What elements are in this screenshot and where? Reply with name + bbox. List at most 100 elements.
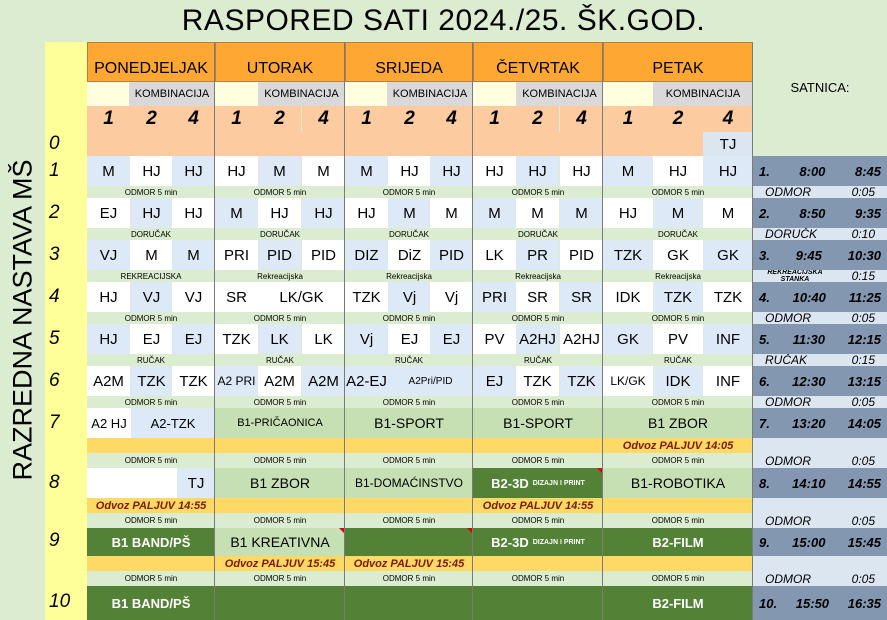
break-label: ODMOR 5 min [603, 453, 753, 468]
subject-cell: SR [215, 282, 258, 312]
satnica-time: 13:20 [792, 415, 826, 431]
period-0-cell [473, 132, 603, 156]
elective-subtitle: DIZAJN I PRINT [532, 538, 585, 546]
satnica-break: ODMOR 0:05 [753, 186, 887, 198]
satnica-time: 1. [759, 163, 770, 179]
break-label: ODMOR 5 min [215, 186, 345, 198]
elective-subtitle: DIZAJN I PRINT [532, 479, 585, 487]
subject-cell: DiZ [388, 240, 431, 270]
break-label: RUČAK [87, 354, 215, 366]
subject-cell: VJ [172, 282, 215, 312]
subject-cell: PRI [473, 282, 516, 312]
elective-cell: B1-SPORT [345, 408, 473, 438]
satnica-break: REKREACIJSKA STANKA 0:15 [753, 270, 887, 282]
subject-cell: M [215, 198, 258, 228]
combo-number: 1 [87, 106, 130, 132]
column-divider [752, 42, 753, 620]
subject-cell: PR [516, 240, 559, 270]
satnica-row: 8. 14:10 14:55 [753, 468, 887, 498]
subject-cell: DIZ [345, 240, 388, 270]
elective-cell: B2-FILM [603, 586, 753, 620]
subject-cell: TJ [177, 468, 215, 498]
break-label: ODMOR 5 min [87, 396, 215, 408]
subject-cell: HJ [603, 198, 653, 228]
elective-cell [473, 586, 603, 620]
subject-cell: TZK [703, 282, 753, 312]
satnica-time: 10:40 [792, 289, 826, 305]
subject-cell: PID [430, 240, 473, 270]
satnica-time: 14:05 [847, 415, 881, 431]
satnica-break: ODMOR 0:05 [753, 396, 887, 408]
elective-cell: B2-3D DIZAJN I PRINT [473, 468, 603, 498]
break-label: ODMOR 5 min [87, 513, 215, 528]
satnica-break: ODMOR 0:05 [753, 571, 887, 586]
combo-number: 1 [603, 106, 653, 132]
satnica-time: 5. [759, 331, 770, 347]
subject-cell: M [703, 198, 753, 228]
subject-cell: PV [473, 324, 516, 354]
period-number: 5 [49, 328, 60, 349]
break-label: ODMOR 5 min [345, 571, 473, 586]
kombinacija-label: KOMBINACIJA [129, 82, 215, 106]
break-label: DORUČAK [345, 228, 473, 240]
satnica-row: 2. 8:50 9:35 [753, 198, 887, 228]
period-number: 0 [49, 133, 60, 154]
page-title: RASPORED SATI 2024./25. ŠK.GOD. [181, 4, 706, 37]
column-divider [472, 42, 473, 620]
satnica-time: 7. [759, 415, 770, 431]
kombinacija-label: KOMBINACIJA [653, 82, 753, 106]
subject-cell: TZK [172, 366, 215, 396]
combo-number: 2 [516, 106, 559, 132]
odvoz-label: Odvoz PALJUV 15:45 [215, 556, 345, 571]
subject-cell: M [473, 198, 516, 228]
subject-cell: HJ [87, 324, 130, 354]
subject-cell: M [302, 156, 345, 186]
break-label: ODMOR 5 min [87, 186, 215, 198]
period-number: 8 [49, 472, 60, 493]
satnica-time: 14:10 [792, 475, 826, 491]
subject-cell: HJ [130, 156, 173, 186]
break-label: Rekreacijska [215, 270, 345, 282]
subject-cell: GK [703, 240, 753, 270]
subject-cell: HJ [215, 156, 258, 186]
combo-number: 4 [560, 106, 603, 132]
subject-cell: M [258, 156, 301, 186]
satnica-row: 4. 10:40 11:25 [753, 282, 887, 312]
subject-cell: HJ [388, 156, 431, 186]
break-label: ODMOR 5 min [473, 571, 603, 586]
satnica-break-text: 0:05 [851, 186, 875, 198]
day-header: PETAK [603, 42, 753, 82]
satnica-break-text: 0:05 [851, 513, 875, 528]
break-label: Rekreacijska [345, 270, 473, 282]
break-label: ODMOR 5 min [603, 312, 753, 324]
elective-cell: B1-ROBOTIKA [603, 468, 753, 498]
subject-cell: IDK [603, 282, 653, 312]
subject-cell: Vj [388, 282, 431, 312]
combo-number: 4 [703, 106, 753, 132]
subject-cell: HJ [172, 198, 215, 228]
subject-cell: PID [258, 240, 301, 270]
period-number-column [45, 42, 87, 620]
subject-cell: GK [653, 240, 703, 270]
satnica-blank [753, 556, 887, 571]
subject-cell: A2HJ [516, 324, 559, 354]
period-number: 3 [49, 244, 60, 265]
satnica-row: 1. 8:00 8:45 [753, 156, 887, 186]
elective-cell [345, 528, 473, 556]
break-label: RUČAK [473, 354, 603, 366]
subject-cell: HJ [516, 156, 559, 186]
subject-cell: PRI [215, 240, 258, 270]
combo-number: 4 [430, 106, 473, 132]
break-label: ODMOR 5 min [345, 396, 473, 408]
elective-cell: B1 BAND/PŠ [87, 528, 215, 556]
subject-cell: TZK [130, 366, 173, 396]
kombinacija-blank [215, 82, 258, 106]
break-label: ODMOR 5 min [603, 513, 753, 528]
column-divider [214, 42, 215, 620]
odvoz-label: Odvoz PALJUV 15:45 [345, 556, 473, 571]
break-label: ODMOR 5 min [603, 186, 753, 198]
subject-cell: HJ [345, 198, 388, 228]
combo-number: 4 [172, 106, 215, 132]
subject-cell: A2M [87, 366, 130, 396]
elective-cell: B1 KREATIVNA [215, 528, 345, 556]
